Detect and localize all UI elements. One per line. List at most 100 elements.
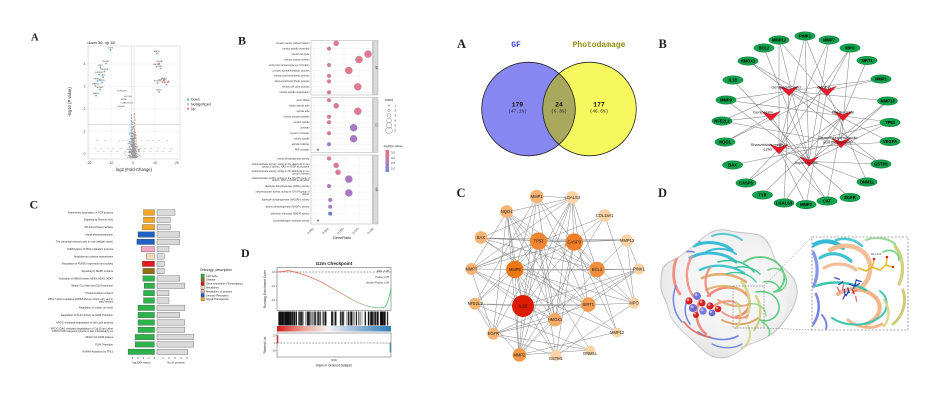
svg-text:FWWHF: FWWHF xyxy=(95,72,104,74)
svg-text:SUMOylation of DNA replication: SUMOylation of DNA replication proteins xyxy=(67,247,114,251)
svg-text:MMP9: MMP9 xyxy=(509,267,522,272)
svg-text:MPO: MPO xyxy=(845,46,855,51)
svg-text:FOXO1: FOXO1 xyxy=(154,81,162,83)
svg-text:Sensory Perception: Sensory Perception xyxy=(206,293,229,297)
svg-text:ADRB2L6: ADRB2L6 xyxy=(124,102,134,105)
svg-text:MMP13: MMP13 xyxy=(880,99,895,104)
svg-text:BAP6J: BAP6J xyxy=(92,83,98,86)
svg-text:1: 1 xyxy=(162,356,164,360)
svg-text:muscle myosin complex: muscle myosin complex xyxy=(284,116,311,119)
svg-text:group of donors: group of donors xyxy=(292,172,310,175)
svg-text:G2/M Transition: G2/M Transition xyxy=(95,342,114,346)
svg-text:Ranked List: Ranked List xyxy=(263,336,267,353)
svg-text:PINK1: PINK1 xyxy=(633,266,646,271)
svg-text:Mitotic G2-G2/M phases: Mitotic G2-G2/M phases xyxy=(86,335,114,339)
svg-text:TYR: TYR xyxy=(758,193,766,198)
svg-text:EGFR: EGFR xyxy=(844,195,855,200)
svg-text:177: 177 xyxy=(593,102,605,109)
svg-text:VEGFA: VEGFA xyxy=(883,139,897,144)
svg-text:MGAD: MGAD xyxy=(121,98,128,101)
svg-text:GF: GF xyxy=(511,41,521,50)
svg-text:oxidoreductase activity, actin: oxidoreductase activity, acting on the C… xyxy=(251,177,309,180)
svg-text:ATP6AP1L: ATP6AP1L xyxy=(117,90,128,93)
svg-text:Metabolism: Metabolism xyxy=(206,286,219,290)
svg-text:Gene expression (Transcription: Gene expression (Transcription) xyxy=(206,282,243,286)
svg-text:GeneRatio: GeneRatio xyxy=(333,236,351,240)
svg-text:MMP1: MMP1 xyxy=(531,194,544,199)
svg-text:Disease: Disease xyxy=(206,278,216,282)
svg-text:spindle midzone: spindle midzone xyxy=(292,143,310,146)
svg-text:ACB06: ACB06 xyxy=(97,86,104,89)
svg-text:2.0: 2.0 xyxy=(391,166,395,170)
svg-text:AMGL: AMGL xyxy=(154,50,161,53)
svg-text:CALC: CALC xyxy=(100,74,106,77)
svg-text:NFE2L2: NFE2L2 xyxy=(468,301,484,306)
svg-text:SMURF1: SMURF1 xyxy=(158,80,167,82)
svg-text:MMP1: MMP1 xyxy=(875,77,888,82)
svg-text:CC: CC xyxy=(375,123,379,127)
svg-text:APC/C:Cdh1 mediated degradatio: APC/C:Cdh1 mediated degradation of Cdc20… xyxy=(51,326,113,330)
svg-text:meiotic spindle: meiotic spindle xyxy=(293,121,310,124)
svg-text:HMOX1: HMOX1 xyxy=(741,59,756,64)
svg-text:IL1B: IL1B xyxy=(519,303,528,308)
svg-text:D: D xyxy=(658,186,667,200)
svg-text:No.of proteins: No.of proteins xyxy=(167,360,185,364)
svg-text:MMP12: MMP12 xyxy=(772,38,787,43)
svg-text:Ontology_description: Ontology_description xyxy=(200,268,232,272)
svg-text:3: 3 xyxy=(137,356,139,360)
svg-text:count: count xyxy=(385,98,393,102)
svg-text:meiotic spindle assembly: meiotic spindle assembly xyxy=(282,47,310,50)
svg-text:EGFR: EGFR xyxy=(488,331,499,336)
svg-text:0.000: 0.000 xyxy=(306,227,315,236)
svg-text:GSTM1: GSTM1 xyxy=(549,356,564,361)
svg-text:SIRT1: SIRT1 xyxy=(583,302,595,307)
svg-text:0: 0 xyxy=(154,356,156,360)
svg-text:PHF complex: PHF complex xyxy=(295,149,310,152)
svg-text:6: 6 xyxy=(395,129,397,133)
svg-text:3.5: 3.5 xyxy=(391,151,395,155)
svg-text:10: 10 xyxy=(153,161,157,165)
svg-text:G2m Checkpoint: G2m Checkpoint xyxy=(316,261,353,266)
svg-text:D: D xyxy=(241,246,250,260)
svg-text:CDT6: CDT6 xyxy=(108,48,114,50)
svg-text:-10: -10 xyxy=(109,161,114,165)
svg-text:B: B xyxy=(238,34,246,48)
svg-text:IL1B: IL1B xyxy=(729,78,738,83)
svg-text:Activation of NIMA Kinases NEK: Activation of NIMA Kinases NEK9, NEK6, N… xyxy=(59,276,114,280)
svg-text:mitotic spindle pole: mitotic spindle pole xyxy=(289,105,310,108)
svg-text:0.100: 0.100 xyxy=(366,227,375,236)
svg-text:HMOX1: HMOX1 xyxy=(548,317,563,322)
svg-text:B: B xyxy=(659,37,667,51)
svg-text:LGALS3: LGALS3 xyxy=(565,195,581,200)
svg-text:5: 5 xyxy=(186,356,188,360)
svg-text:BAX: BAX xyxy=(728,163,737,168)
svg-text:MF: MF xyxy=(375,188,379,192)
svg-text:ZNF680: ZNF680 xyxy=(117,106,125,108)
svg-text:Ajusted Pvalue: 0.88: Ajusted Pvalue: 0.88 xyxy=(365,282,390,285)
svg-text:3: 3 xyxy=(84,85,86,89)
svg-text:acid methyl-ester: acid methyl-ester xyxy=(823,139,854,144)
svg-text:oxidoreductase activity, actin: oxidoreductase activity, acting on CH-OH… xyxy=(255,191,309,194)
svg-text:C: C xyxy=(30,198,39,212)
svg-text:Running Enrichment Score: Running Enrichment Score xyxy=(263,270,267,308)
svg-text:SIRT1: SIRT1 xyxy=(861,58,873,63)
svg-text:ester: ester xyxy=(764,146,774,151)
svg-text:Geniposidic acid: Geniposidic acid xyxy=(771,85,800,90)
svg-text:5: 5 xyxy=(395,124,397,128)
svg-text:C1E1A: C1E1A xyxy=(156,60,163,63)
svg-text:BP: BP xyxy=(375,66,379,70)
svg-text:porphobilinogen synthase activ: porphobilinogen synthase activity xyxy=(274,219,311,222)
svg-text:donors, NAD or NADP as accepto: donors, NAD or NADP as acceptor xyxy=(272,179,310,182)
svg-text:4: 4 xyxy=(132,356,134,360)
svg-text:aldehyde dehydrogenase (NAD+): aldehyde dehydrogenase (NAD+) activity xyxy=(265,185,310,188)
svg-text:Signaling by MAPK mutants: Signaling by MAPK mutants xyxy=(81,269,113,273)
svg-text:Deacetylasperulosidic: Deacetylasperulosidic xyxy=(819,135,858,140)
svg-text:oxidoreductase activity, actin: oxidoreductase activity, acting on the a… xyxy=(252,163,310,166)
svg-text:4: 4 xyxy=(180,356,182,360)
svg-text:NLA-C: NLA-C xyxy=(161,77,168,80)
svg-text:alcohol dehydrogenase (NADP+): alcohol dehydrogenase (NADP+) activity xyxy=(266,206,311,209)
svg-text:log2 (Fold-Change): log2 (Fold-Change) xyxy=(116,167,153,172)
svg-text:IGF1: IGF1 xyxy=(98,65,103,67)
svg-text:female meiotic nuclear divisio: female meiotic nuclear division xyxy=(276,42,310,45)
svg-text:BCL2: BCL2 xyxy=(759,46,770,51)
